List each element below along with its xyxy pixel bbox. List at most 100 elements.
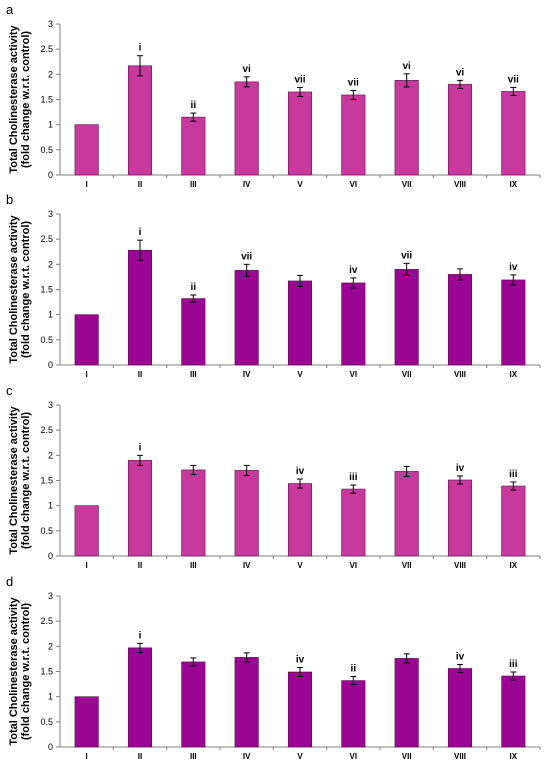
significance-label: iii [349, 472, 358, 483]
x-tick-label: IV [243, 561, 251, 570]
x-tick-label: VIII [454, 752, 466, 761]
x-tick-label: VII [402, 561, 412, 570]
chart-panel-b: b Total Cholinesterase activity (fold chan… [6, 192, 541, 379]
x-tick-label: I [86, 180, 88, 189]
x-tick-label: VIII [454, 370, 466, 379]
panel-letter: d [6, 574, 13, 589]
bar-IX [501, 675, 526, 748]
bar-II [127, 65, 153, 176]
bar-IV [234, 81, 259, 176]
y-tick-label: 2.5 [40, 616, 53, 626]
significance-label: iv [456, 463, 465, 474]
bar-III [181, 116, 206, 176]
x-tick-label: I [86, 561, 88, 570]
y-axis-label-line: (fold change w.r.t. control) [20, 412, 32, 549]
y-tick-label: 1.5 [40, 476, 53, 486]
significance-label: iii [509, 469, 518, 480]
bar-III [181, 661, 206, 748]
x-tick-label: VII [402, 180, 412, 189]
bar-II [127, 249, 153, 366]
bar-IX [501, 485, 526, 557]
x-tick-label: V [297, 561, 303, 570]
chart-panel-d: d Total Cholinesterase activity (fold chan… [6, 574, 541, 761]
x-tick-label: IX [510, 180, 518, 189]
y-tick-label: 0.5 [40, 526, 53, 536]
y-tick-label: 1.5 [40, 95, 53, 105]
x-tick-label: IX [510, 752, 518, 761]
y-tick-label: 1 [48, 501, 53, 511]
y-axis-label-line: (fold change w.r.t. control) [20, 221, 32, 358]
x-tick-label: VIII [454, 561, 466, 570]
bar-V [287, 280, 313, 366]
panel-letter: b [6, 192, 13, 207]
bar-VII [394, 80, 419, 176]
bar-V [287, 483, 313, 557]
x-tick-label: VI [350, 180, 358, 189]
bar-VI [341, 282, 366, 366]
y-tick-label: 0.5 [40, 145, 53, 155]
bar-VII [394, 471, 419, 557]
y-tick-label: 3 [48, 400, 53, 410]
x-tick-label: I [86, 370, 88, 379]
panel-letter: c [6, 383, 13, 398]
x-tick-label: III [190, 370, 197, 379]
x-tick-label: II [138, 180, 142, 189]
chart-panel-a: a Total Cholinesterase activity (fold chan… [6, 2, 541, 189]
significance-label: vii [348, 77, 359, 88]
y-tick-label: 1 [48, 310, 53, 320]
significance-label: vii [401, 250, 412, 261]
significance-label: i [139, 43, 142, 54]
y-tick-label: 1.5 [40, 285, 53, 295]
bar-V [287, 91, 313, 176]
significance-label: vii [508, 74, 519, 85]
x-tick-label: III [190, 561, 197, 570]
bar-VIII [447, 479, 473, 557]
x-tick-label: II [138, 370, 142, 379]
bar-VII [394, 658, 419, 748]
x-tick-label: VI [350, 370, 358, 379]
x-tick-label: VII [402, 370, 412, 379]
chart-panel-c: c Total Cholinesterase activity (fold chan… [6, 383, 541, 570]
bar-IV [234, 470, 259, 557]
x-tick-label: VI [350, 561, 358, 570]
bar-IV [234, 270, 259, 366]
panel-letter: a [6, 2, 14, 17]
y-tick-label: 2 [48, 69, 53, 79]
x-tick-label: IV [243, 752, 251, 761]
y-axis-label-line: Total Cholinesterase activity [8, 596, 20, 745]
y-tick-label: 0 [48, 742, 53, 752]
x-tick-label: III [190, 180, 197, 189]
bar-I [74, 696, 99, 748]
y-tick-label: 3 [48, 209, 53, 219]
y-tick-label: 1 [48, 692, 53, 702]
y-tick-label: 0 [48, 551, 53, 561]
bar-IX [501, 279, 526, 366]
y-axis-label-line: (fold change w.r.t. control) [20, 31, 32, 168]
x-tick-label: IV [243, 370, 251, 379]
significance-label: iii [509, 659, 518, 670]
bar-II [127, 460, 153, 557]
bar-II [127, 647, 153, 748]
significance-label: ii [191, 282, 197, 293]
y-axis-label-line: Total Cholinesterase activity [8, 405, 20, 554]
bar-I [74, 314, 99, 366]
x-tick-label: VII [402, 752, 412, 761]
significance-label: iv [509, 262, 518, 273]
significance-label: vii [241, 251, 252, 262]
y-tick-label: 2.5 [40, 44, 53, 54]
y-axis-label-line: (fold change w.r.t. control) [20, 603, 32, 740]
y-tick-label: 2.5 [40, 234, 53, 244]
x-tick-label: V [297, 180, 303, 189]
y-tick-label: 0 [48, 360, 53, 370]
y-tick-label: 2 [48, 259, 53, 269]
x-tick-label: V [297, 370, 303, 379]
y-tick-label: 2 [48, 641, 53, 651]
bar-VI [341, 488, 366, 557]
x-tick-label: VI [350, 752, 358, 761]
bar-III [181, 469, 206, 557]
y-tick-label: 0.5 [40, 717, 53, 727]
significance-label: ii [191, 100, 197, 111]
significance-label: i [139, 227, 142, 238]
bar-VII [394, 269, 419, 366]
